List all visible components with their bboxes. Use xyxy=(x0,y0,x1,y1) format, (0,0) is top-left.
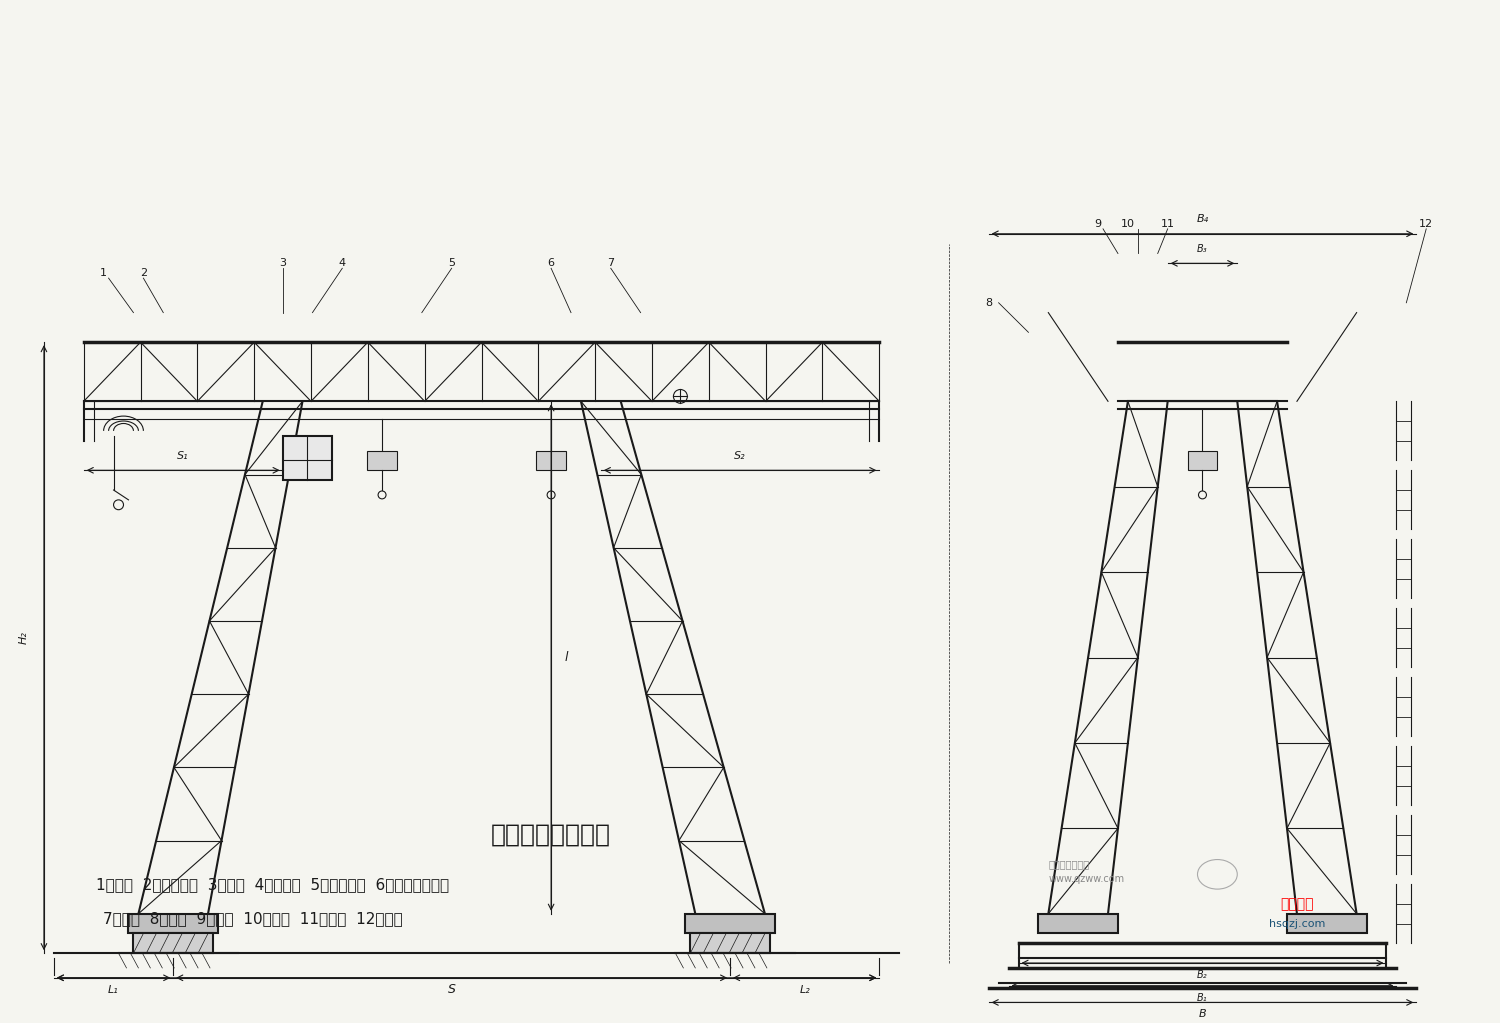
Text: B₁: B₁ xyxy=(1197,992,1208,1003)
Text: 上起鸿升: 上起鸿升 xyxy=(1280,897,1314,910)
Text: 12: 12 xyxy=(1419,219,1434,229)
Bar xyxy=(690,933,770,953)
Text: hsqzj.com: hsqzj.com xyxy=(1269,919,1324,929)
Text: B₃: B₃ xyxy=(1197,243,1208,254)
Bar xyxy=(536,450,566,471)
Bar xyxy=(134,933,213,953)
Text: L₂: L₂ xyxy=(800,984,810,994)
Bar xyxy=(368,450,398,471)
Text: 10: 10 xyxy=(1120,219,1136,229)
Text: 1、主梁  2、电器安装  3、支腿  4、操纵室  5、电动葫芦  6、大车运行机构: 1、主梁 2、电器安装 3、支腿 4、操纵室 5、电动葫芦 6、大车运行机构 xyxy=(96,877,448,892)
Text: 4: 4 xyxy=(339,259,346,268)
Text: 起重旺旺商贸城: 起重旺旺商贸城 xyxy=(1048,859,1089,870)
Text: 3: 3 xyxy=(279,259,286,268)
Bar xyxy=(282,436,333,480)
Bar xyxy=(1188,450,1218,471)
Text: 5: 5 xyxy=(448,259,454,268)
Text: 6: 6 xyxy=(548,259,555,268)
Text: 7: 7 xyxy=(608,259,615,268)
Text: 2: 2 xyxy=(140,268,147,278)
Text: L₁: L₁ xyxy=(108,984,118,994)
Text: l: l xyxy=(564,651,568,664)
Text: H₂: H₂ xyxy=(20,631,28,644)
Text: S₁: S₁ xyxy=(177,450,189,460)
Text: 11: 11 xyxy=(1161,219,1174,229)
Text: B₂: B₂ xyxy=(1197,970,1208,980)
Text: S₂: S₂ xyxy=(734,450,746,460)
Bar xyxy=(129,914,218,933)
Bar xyxy=(1287,914,1366,933)
Text: B: B xyxy=(1198,1010,1206,1019)
Text: 8: 8 xyxy=(986,298,992,308)
Text: 结构及外型尺寸图: 结构及外型尺寸图 xyxy=(490,822,610,847)
Bar xyxy=(1038,914,1118,933)
Text: S: S xyxy=(447,983,456,996)
Text: B₄: B₄ xyxy=(1197,214,1209,224)
Text: 1: 1 xyxy=(100,268,106,278)
Text: 9: 9 xyxy=(1095,219,1101,229)
Text: www.qzww.com: www.qzww.com xyxy=(1048,875,1125,884)
Text: 7、铭牌  8、横梁  9、螺栓  10、螺母  11、垫圈  12、梯子: 7、铭牌 8、横梁 9、螺栓 10、螺母 11、垫圈 12、梯子 xyxy=(104,911,402,926)
Bar xyxy=(686,914,776,933)
